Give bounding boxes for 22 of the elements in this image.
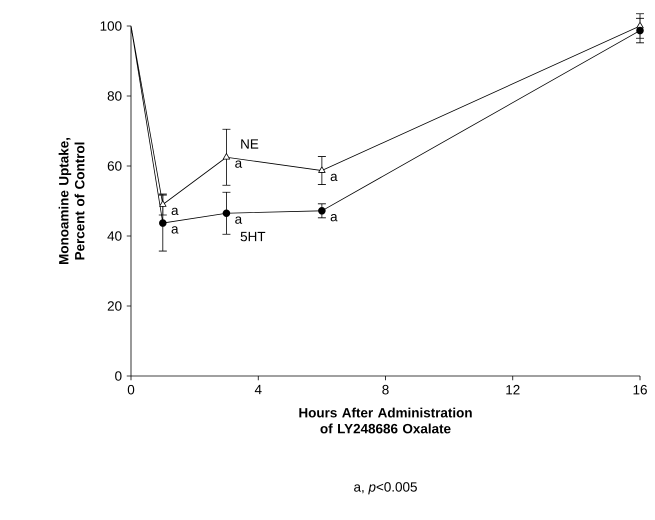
y-tick-label: 20 xyxy=(108,301,122,311)
annotation: a xyxy=(235,216,242,224)
annotation: a xyxy=(235,160,242,168)
annotation: a xyxy=(172,226,178,234)
annotation: a xyxy=(330,214,338,222)
y-tick-label: 100 xyxy=(100,21,122,31)
annotation: a xyxy=(172,208,178,216)
y-axis-title: Monoamine Uptake, Percent of Control xyxy=(58,138,84,264)
y-tick-label: 80 xyxy=(108,91,122,101)
annotation: a xyxy=(330,174,338,182)
x-axis-title: Hours After Administration of LY248686 Oxalate xyxy=(299,408,472,434)
y-tick-label: 60 xyxy=(108,161,122,171)
x-tick-label: 16 xyxy=(634,384,647,394)
y-tick-label: 0 xyxy=(115,371,122,381)
x-tick-label: 0 xyxy=(128,384,134,394)
x-tick-label: 12 xyxy=(506,384,520,394)
x-tick-label: 4 xyxy=(254,384,262,394)
x-tick-label: 8 xyxy=(382,384,389,394)
text: a, p<0.005 xyxy=(354,482,417,494)
series-label: NE xyxy=(241,139,258,149)
y-tick-label: 40 xyxy=(107,231,122,241)
series-label: 5HT xyxy=(240,232,266,242)
